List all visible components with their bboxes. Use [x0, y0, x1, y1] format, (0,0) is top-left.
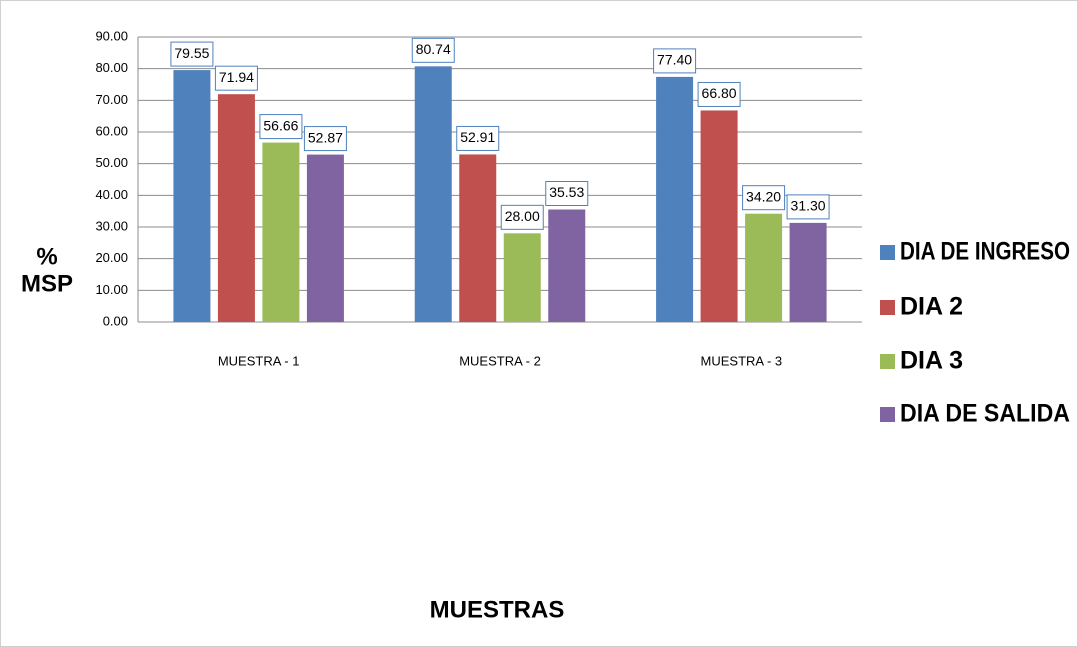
y-tick-label: 10.00: [95, 282, 128, 297]
value-label: 71.94: [219, 69, 254, 85]
value-label-box: [259, 114, 303, 140]
y-tick-label: 70.00: [95, 92, 128, 107]
y-tick-label: 90.00: [95, 28, 128, 43]
value-label-box: [456, 125, 500, 151]
value-label-box: [500, 204, 544, 230]
y-tick-label: 40.00: [95, 187, 128, 202]
bar: [789, 222, 827, 322]
legend-label: DIA 3: [900, 347, 963, 375]
value-label: 52.91: [460, 129, 495, 145]
value-label: 66.80: [702, 85, 737, 101]
value-label-box: [697, 81, 741, 107]
bar: [503, 233, 541, 322]
bar: [173, 70, 211, 322]
value-label-box: [214, 65, 258, 91]
legend-label: DIA 2: [900, 293, 963, 321]
bar: [217, 94, 255, 322]
x-tick-label: MUESTRA - 2: [459, 353, 541, 368]
x-axis-title: MUESTRAS: [430, 596, 565, 623]
value-label: 80.74: [416, 41, 451, 57]
value-label-box: [545, 180, 589, 206]
y-tick-label: 80.00: [95, 60, 128, 75]
y-axis-title: %: [36, 243, 57, 270]
bar: [548, 209, 586, 322]
value-label: 28.00: [505, 208, 540, 224]
y-tick-label: 20.00: [95, 250, 128, 265]
bar: [414, 66, 452, 322]
legend-label: DIA DE INGRESO: [900, 238, 1070, 266]
y-tick-label: 60.00: [95, 123, 128, 138]
value-label: 34.20: [746, 188, 781, 204]
value-label: 79.55: [174, 45, 209, 61]
bar: [306, 154, 344, 322]
x-tick-label: MUESTRA - 3: [701, 353, 783, 368]
value-label-box: [653, 48, 697, 74]
value-label: 77.40: [657, 52, 692, 68]
value-label: 35.53: [549, 184, 584, 200]
value-label-box: [742, 185, 786, 211]
y-tick-label: 30.00: [95, 218, 128, 233]
y-tick-label: 0.00: [103, 313, 128, 328]
value-label: 56.66: [263, 117, 298, 133]
value-label-box: [170, 41, 214, 67]
bar: [656, 76, 694, 323]
value-label: 52.87: [308, 129, 343, 145]
value-label-box: [303, 126, 347, 152]
value-label-box: [411, 37, 455, 63]
bar: [459, 154, 497, 322]
x-tick-label: MUESTRA - 1: [218, 353, 300, 368]
legend-swatch: [880, 354, 895, 369]
legend-label: DIA DE SALIDA: [900, 400, 1070, 428]
value-label-box: [786, 194, 830, 220]
y-axis-title: MSP: [21, 270, 73, 297]
y-tick-label: 50.00: [95, 155, 128, 170]
value-label: 31.30: [791, 198, 826, 214]
legend-swatch: [880, 407, 895, 422]
bar: [700, 110, 738, 322]
bar: [745, 213, 783, 322]
bar: [262, 142, 300, 322]
legend-swatch: [880, 300, 895, 315]
legend-swatch: [880, 245, 895, 260]
